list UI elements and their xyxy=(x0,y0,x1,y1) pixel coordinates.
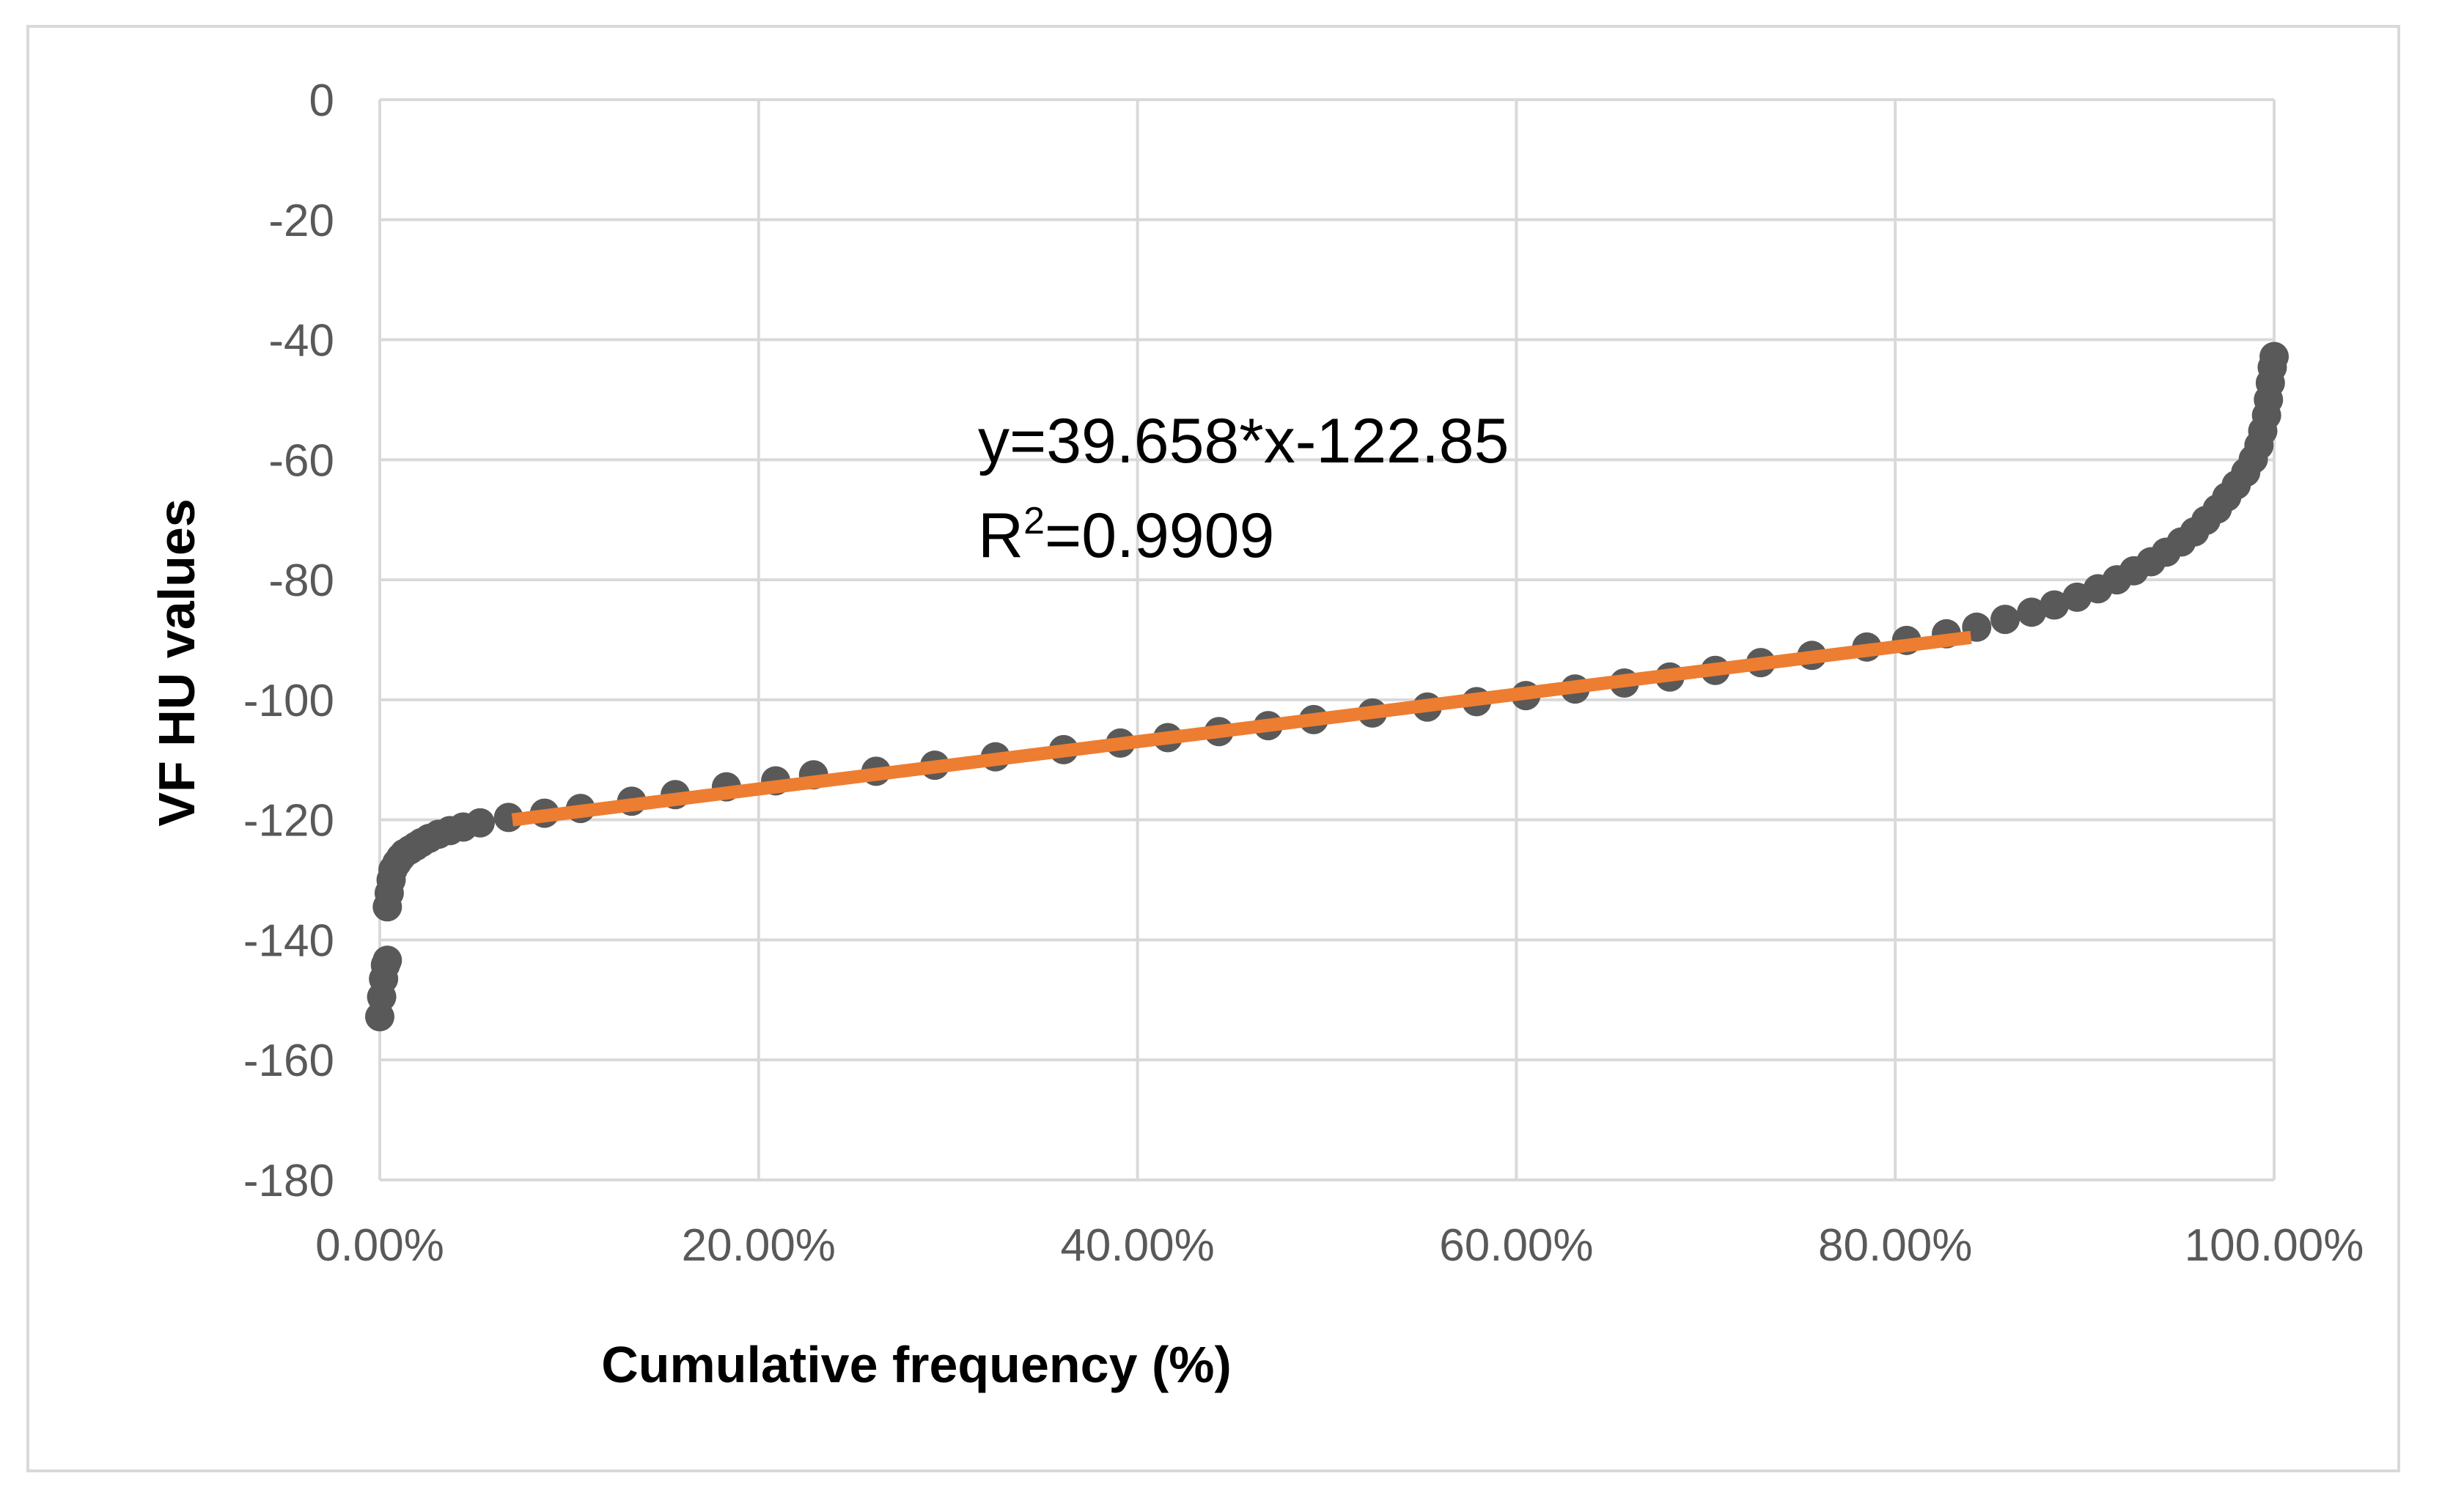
y-tick-label: -180 xyxy=(243,1156,334,1206)
fit-line xyxy=(511,630,1972,827)
y-tick-label: -120 xyxy=(243,796,334,846)
x-tick-label: 80.00% xyxy=(1818,1220,1972,1271)
x-tick-label: 60.00% xyxy=(1439,1220,1593,1271)
scatter-chart: 0 -20 -40 -60 -80 -100 -120 -140 -160 -180 0.00% 20… xyxy=(148,75,2364,1393)
y-tick-label: -140 xyxy=(243,915,334,966)
data-point xyxy=(2040,590,2070,620)
x-tick-label: 40.00% xyxy=(1060,1220,1214,1271)
y-axis-title: VF HU values xyxy=(148,498,205,826)
x-tick-label: 0.00% xyxy=(315,1220,444,1271)
fit-line-layer xyxy=(511,630,1972,827)
tick-labels-layer: 0 -20 -40 -60 -80 -100 -120 -140 -160 -180 0.00% 20… xyxy=(243,75,2364,1271)
y-tick-label: -60 xyxy=(268,435,334,486)
grid-layer xyxy=(378,98,2276,1181)
x-tick-label: 100.00% xyxy=(2185,1220,2364,1271)
data-point xyxy=(2259,342,2289,372)
data-point xyxy=(1990,605,2020,635)
r-squared-value: =0.9909 xyxy=(1045,501,1274,571)
x-tick-label: 20.00% xyxy=(682,1220,836,1271)
chart-frame: 0 -20 -40 -60 -80 -100 -120 -140 -160 -180 0.00% 20… xyxy=(26,25,2400,1472)
r-squared-superscript: 2 xyxy=(1023,500,1045,542)
regression-equation: y=39.658*x-122.85 xyxy=(978,406,1509,476)
x-axis-title: Cumulative frequency (%) xyxy=(601,1336,1232,1393)
data-point xyxy=(372,945,402,975)
r-squared-prefix: R xyxy=(978,501,1023,571)
data-point xyxy=(465,808,495,838)
r-squared-label: R2=0.9909 xyxy=(978,500,1274,571)
y-tick-label: -100 xyxy=(243,676,334,726)
y-tick-label: -20 xyxy=(268,196,334,246)
y-tick-label: -40 xyxy=(268,316,334,366)
y-tick-label: -80 xyxy=(268,556,334,606)
data-point xyxy=(2017,597,2047,627)
y-tick-label: 0 xyxy=(309,75,334,126)
y-tick-label: -160 xyxy=(243,1036,334,1086)
